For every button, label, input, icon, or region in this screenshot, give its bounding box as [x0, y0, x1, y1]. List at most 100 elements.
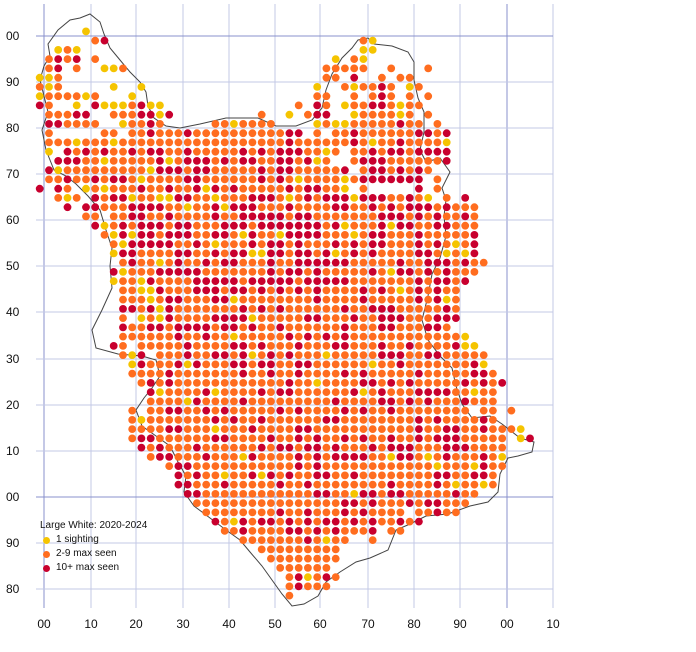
record-dot-10-plus [405, 499, 414, 507]
record-dot-1-sighting [350, 83, 359, 91]
record-dot-1-sighting [479, 480, 488, 489]
record-dot-2-9 [230, 157, 238, 165]
record-dot-2-9 [193, 434, 201, 443]
record-dot-2-9 [396, 342, 405, 350]
record-dot-2-9 [220, 175, 229, 184]
record-dot-2-9 [109, 129, 118, 138]
record-dot-1-sighting [137, 175, 146, 184]
record-dot-10-plus [91, 101, 100, 110]
legend-label: 1 sighting [56, 534, 99, 545]
record-dot-2-9 [285, 462, 294, 470]
record-dot-2-9 [359, 240, 368, 249]
record-dot-10-plus [378, 221, 386, 230]
record-dot-2-9 [396, 73, 405, 82]
record-dot-10-plus [313, 490, 322, 498]
record-dot-10-plus [378, 240, 386, 249]
record-dot-2-9 [331, 175, 340, 184]
record-dot-2-9 [442, 240, 451, 249]
record-dot-10-plus [341, 332, 349, 341]
record-dot-10-plus [211, 249, 220, 258]
record-dot-10-plus [72, 157, 81, 165]
record-dot-10-plus [294, 147, 303, 156]
record-dot-10-plus [396, 221, 405, 230]
record-dot-10-plus [304, 443, 312, 452]
record-dot-2-9 [128, 175, 137, 184]
record-dot-2-9 [248, 342, 257, 350]
record-dot-2-9 [72, 92, 81, 101]
record-dot-2-9 [137, 305, 146, 313]
record-dot-10-plus [220, 351, 229, 359]
x-axis-label: 10 [84, 617, 98, 631]
record-dot-10-plus [183, 194, 192, 202]
record-dot-2-9 [257, 268, 266, 276]
y-axis-label: 10 [6, 444, 20, 458]
record-dot-2-9 [331, 462, 340, 470]
record-dot-10-plus [368, 379, 377, 387]
record-dot-1-sighting [442, 138, 451, 147]
record-dot-1-sighting [294, 175, 303, 184]
record-dot-2-9 [193, 194, 201, 202]
record-dot-2-9 [211, 166, 220, 175]
record-dot-10-plus [433, 434, 442, 443]
record-dot-2-9 [442, 360, 451, 369]
record-dot-10-plus [146, 231, 155, 239]
record-dot-2-9 [350, 342, 359, 350]
record-dot-2-9 [322, 582, 331, 591]
record-dot-10-plus [165, 406, 174, 415]
record-dot-2-9 [433, 120, 442, 128]
record-dot-2-9 [267, 443, 275, 452]
record-dot-2-9 [54, 138, 63, 147]
record-dot-10-plus [405, 342, 414, 350]
record-dot-10-plus [313, 314, 322, 322]
record-dot-10-plus [294, 369, 303, 378]
record-dot-2-9 [248, 120, 257, 128]
record-dot-2-9 [211, 508, 220, 517]
record-dot-10-plus [442, 453, 451, 461]
record-dot-2-9 [331, 147, 340, 156]
record-dot-10-plus [387, 175, 396, 184]
record-dot-2-9 [257, 258, 266, 267]
record-dot-10-plus [433, 314, 442, 322]
record-dot-2-9 [461, 416, 470, 424]
record-dot-10-plus [322, 471, 331, 480]
record-dot-10-plus [304, 258, 312, 267]
record-dot-2-9 [285, 240, 294, 249]
record-dot-2-9 [368, 369, 377, 378]
record-dot-2-9 [137, 323, 146, 332]
record-dot-2-9 [174, 443, 183, 452]
record-dot-1-sighting [54, 46, 63, 54]
record-dot-10-plus [146, 110, 155, 119]
record-dot-10-plus [248, 231, 257, 239]
record-dot-2-9 [220, 360, 229, 369]
record-dot-10-plus [294, 286, 303, 295]
record-dot-2-9 [220, 194, 229, 202]
record-dot-2-9 [276, 434, 285, 443]
record-dot-2-9 [248, 129, 257, 138]
record-dot-10-plus [156, 443, 164, 452]
record-dot-1-sighting [109, 101, 118, 110]
record-dot-2-9 [146, 416, 155, 424]
record-dot-10-plus [442, 388, 451, 396]
record-dot-2-9 [424, 490, 433, 498]
record-dot-2-9 [396, 508, 405, 517]
record-dot-2-9 [350, 332, 359, 341]
record-dot-2-9 [202, 480, 211, 489]
record-dot-10-plus [239, 249, 248, 258]
record-dot-2-9 [202, 379, 211, 387]
record-dot-2-9 [396, 480, 405, 489]
record-dot-10-plus [405, 175, 414, 184]
record-dot-2-9 [276, 342, 285, 350]
record-dot-2-9 [183, 471, 192, 480]
record-dot-2-9 [174, 305, 183, 313]
record-dot-10-plus [368, 101, 377, 110]
record-dot-2-9 [368, 462, 377, 470]
record-dot-10-plus [239, 203, 248, 212]
record-dot-10-plus [285, 166, 294, 175]
record-dot-2-9 [322, 268, 331, 276]
record-dot-2-9 [424, 110, 433, 119]
record-dot-2-9 [470, 212, 479, 221]
record-dot-2-9 [489, 480, 497, 489]
record-dot-2-9 [257, 425, 266, 433]
record-dot-2-9 [452, 462, 460, 470]
record-dot-2-9 [248, 166, 257, 175]
